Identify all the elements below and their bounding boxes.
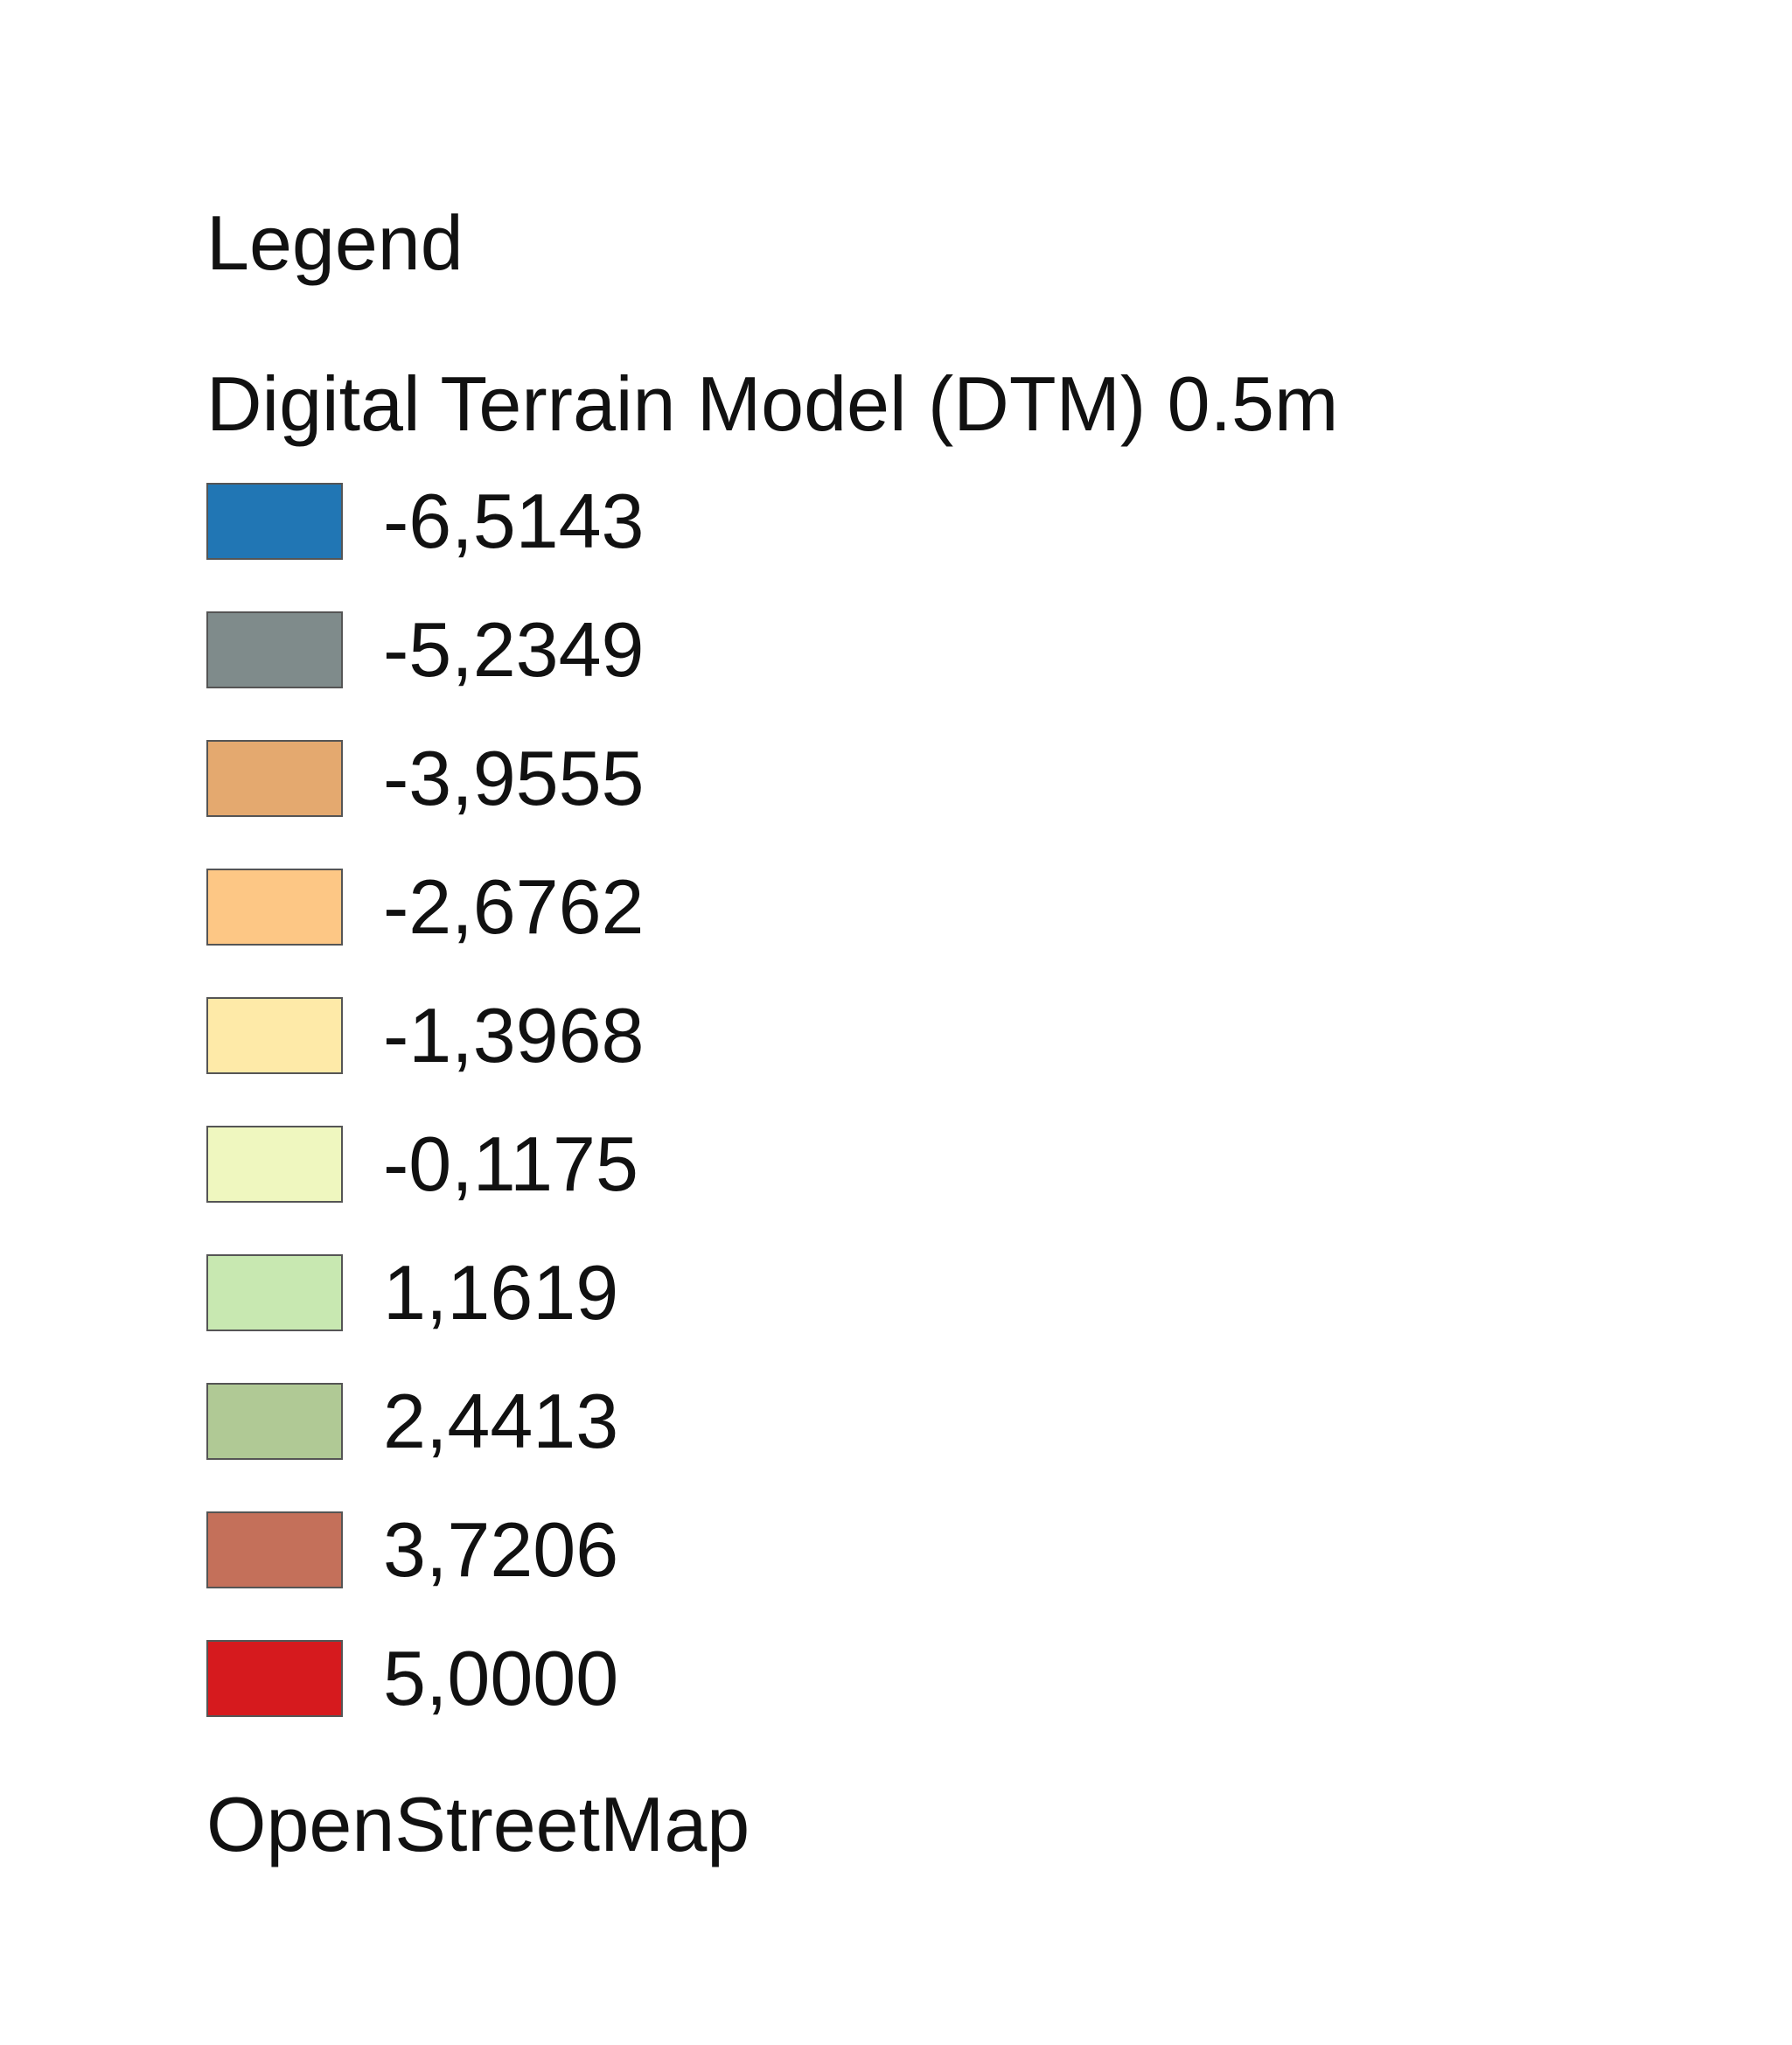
color-swatch [206, 997, 343, 1074]
class-value: -3,9555 [383, 735, 645, 821]
color-swatch [206, 1640, 343, 1717]
class-value: -1,3968 [383, 992, 645, 1078]
class-value: 2,4413 [383, 1378, 619, 1464]
color-swatch [206, 1511, 343, 1588]
class-value: 3,7206 [383, 1506, 619, 1593]
color-swatch [206, 611, 343, 688]
class-value: -2,6762 [383, 863, 645, 950]
color-swatch [206, 1383, 343, 1460]
basemap-layer-title: OpenStreetMap [206, 1781, 750, 1867]
class-value: 1,1619 [383, 1249, 619, 1336]
color-swatch [206, 1126, 343, 1203]
legend-title: Legend [206, 199, 464, 286]
class-value: -5,2349 [383, 606, 645, 693]
color-swatch [206, 483, 343, 560]
color-swatch [206, 869, 343, 946]
color-swatch [206, 1254, 343, 1331]
class-value: 5,0000 [383, 1635, 619, 1721]
color-swatch [206, 740, 343, 817]
class-value: -6,5143 [383, 478, 645, 564]
class-value: -0,1175 [383, 1120, 638, 1207]
dtm-layer-title: Digital Terrain Model (DTM) 0.5m [206, 360, 1339, 447]
